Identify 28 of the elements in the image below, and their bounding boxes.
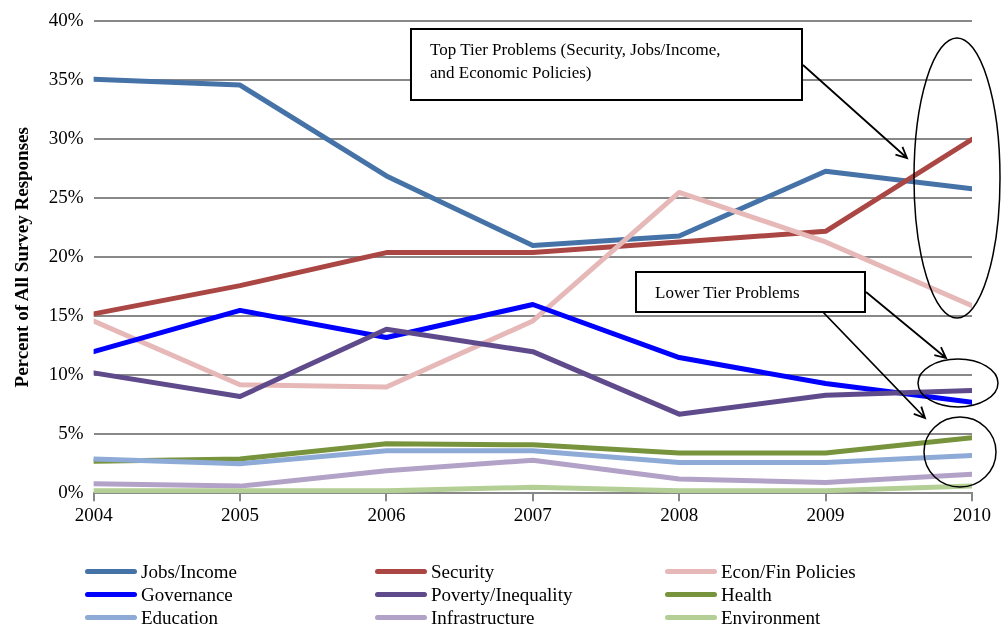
x-tick-label: 2009 <box>806 503 845 525</box>
y-tick-label: 0% <box>58 481 84 503</box>
legend-label: Econ/Fin Policies <box>721 560 856 583</box>
y-tick-label: 40% <box>48 9 84 31</box>
legend-label: Poverty/Inequality <box>431 583 573 606</box>
y-tick-label: 20% <box>48 245 84 267</box>
legend-label: Health <box>721 583 772 606</box>
y-tick-label: 10% <box>48 363 84 385</box>
y-tick-label: 15% <box>48 304 84 326</box>
x-tick-label: 2008 <box>660 503 699 525</box>
x-tick-label: 2006 <box>367 503 406 525</box>
y-tick-label: 25% <box>48 186 84 208</box>
x-tick-label: 2004 <box>74 503 114 525</box>
x-tick-label: 2010 <box>953 503 991 525</box>
y-axis-title: Percent of All Survey Responses <box>11 127 33 388</box>
y-tick-label: 30% <box>48 127 84 149</box>
legend-label: Security <box>431 560 495 583</box>
legend-label: Environment <box>721 606 821 629</box>
x-tick-label: 2007 <box>513 503 552 525</box>
legend-label: Jobs/Income <box>141 560 238 583</box>
legend-label: Education <box>141 606 219 629</box>
callout-box: Lower Tier Problems <box>635 271 866 313</box>
y-tick-label: 35% <box>48 68 84 90</box>
callout-box: Top Tier Problems (Security, Jobs/Income, and Economic Policies) <box>410 28 803 101</box>
legend-label: Infrastructure <box>431 606 535 629</box>
x-tick-label: 2005 <box>221 503 260 525</box>
y-tick-label: 5% <box>58 422 84 444</box>
legend-label: Governance <box>141 583 233 606</box>
